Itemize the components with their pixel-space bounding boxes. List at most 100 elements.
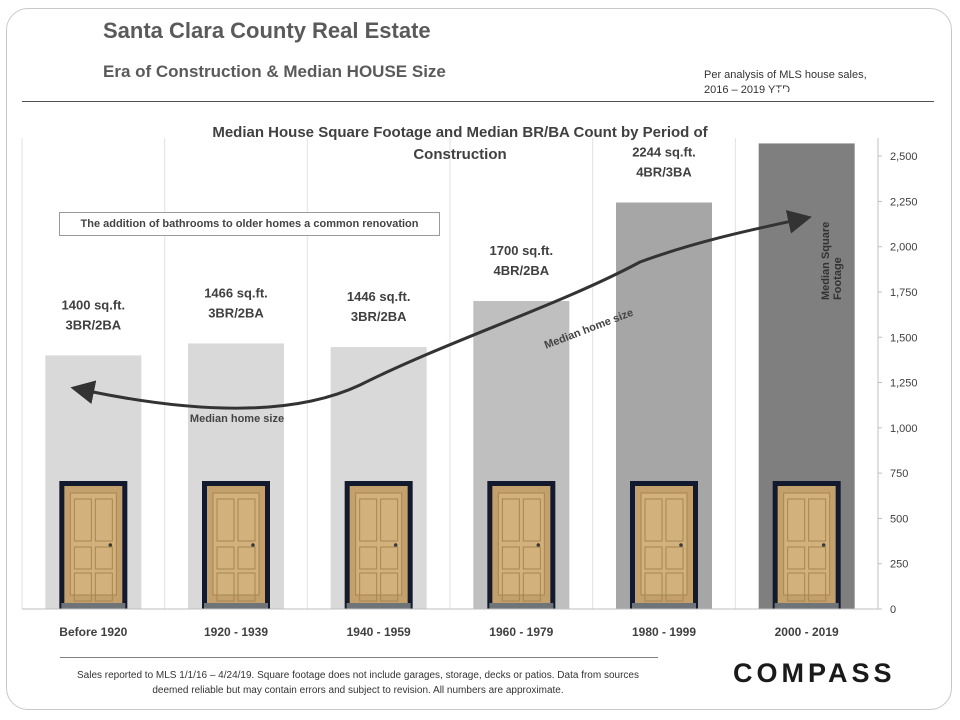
y-tick-label: 2,000 [890, 242, 918, 254]
bar-room-label: 4BR/3BA [636, 164, 692, 179]
x-tick-label: 1980 - 1999 [632, 625, 696, 639]
y-tick-label: 1,000 [890, 423, 918, 435]
door-step [346, 603, 411, 609]
door-inset [359, 498, 378, 542]
y-tick-label: 1,500 [890, 332, 918, 344]
door-slab [212, 492, 260, 596]
renovation-callout: The addition of bathrooms to older homes… [59, 212, 440, 236]
door-inset [787, 498, 806, 542]
bar-value-label: 1446 sq.ft. [347, 289, 411, 304]
door-inset [787, 572, 806, 602]
door-inset [359, 546, 378, 570]
compass-logo: COMPASS [733, 658, 896, 688]
x-tick-label: 1920 - 1939 [204, 625, 268, 639]
door-knob [108, 543, 113, 547]
x-tick-label: 1940 - 1959 [347, 625, 411, 639]
door-icon [487, 481, 556, 609]
y-tick-label: 1,750 [890, 287, 918, 299]
door-inset [216, 498, 235, 542]
door-knob [393, 543, 398, 547]
bar-value-label: 1400 sq.ft. [62, 297, 126, 312]
door-inset [237, 572, 256, 602]
footnote: Sales reported to MLS 1/1/16 – 4/24/19. … [76, 670, 639, 696]
bar-room-label: 4BR/2BA [494, 263, 550, 278]
door-inset [522, 572, 541, 602]
door-knob [251, 543, 255, 547]
y-tick-label: 1,250 [890, 378, 918, 390]
door-icon [344, 481, 413, 609]
door-slab [640, 492, 688, 596]
door-inset [808, 572, 827, 602]
door-inset [237, 498, 256, 542]
x-tick-label: Before 1920 [59, 625, 127, 639]
x-tick-label: 1960 - 1979 [489, 625, 553, 639]
door-inset [380, 546, 399, 570]
bar-value-label: 1700 sq.ft. [490, 243, 554, 258]
door-icon [772, 481, 841, 609]
door-slab [355, 492, 403, 596]
door-inset [808, 546, 827, 570]
header-divider [22, 101, 934, 102]
door-inset [808, 498, 827, 542]
door-inset [522, 546, 541, 570]
door-knob [821, 543, 826, 547]
bar-value-label: 2570 sq.ft. [775, 85, 839, 100]
door-inset [665, 498, 684, 542]
door-inset [359, 572, 378, 602]
door-inset [216, 572, 235, 602]
door-step [61, 603, 126, 609]
door-inset [644, 572, 663, 602]
door-inset [501, 498, 520, 542]
y-tick-label: 750 [890, 468, 908, 480]
door-knob [679, 543, 683, 547]
door-inset [522, 498, 541, 542]
door-icon [59, 481, 128, 609]
door-inset [380, 498, 399, 542]
door-inset [94, 572, 113, 602]
door-inset [237, 546, 256, 570]
bar-room-label: 3BR/2BA [208, 305, 264, 320]
trend-label: Median home size [190, 413, 284, 425]
bar-room-label: 3BR/2BA [351, 309, 407, 324]
door-inset [665, 572, 684, 602]
x-tick-label: 2000 - 2019 [775, 625, 839, 639]
y-tick-label: 250 [890, 559, 908, 571]
door-knob [536, 543, 541, 547]
y-tick-label: 2,500 [890, 151, 918, 163]
door-slab [783, 492, 831, 596]
door-inset [787, 546, 806, 570]
analysis-note: Per analysis of MLS house sales, 2016 – … [704, 69, 867, 96]
door-icon [202, 481, 270, 609]
door-inset [501, 546, 520, 570]
door-inset [644, 546, 663, 570]
y-tick-label: 0 [890, 604, 896, 616]
door-inset [644, 498, 663, 542]
door-inset [501, 572, 520, 602]
y-tick-label: 500 [890, 513, 908, 525]
footer-divider [60, 657, 658, 658]
y-tick-label: 2,250 [890, 196, 918, 208]
door-inset [73, 546, 92, 570]
door-inset [216, 546, 235, 570]
door-inset [73, 498, 92, 542]
door-inset [94, 498, 113, 542]
door-step [632, 603, 696, 609]
door-slab [497, 492, 545, 596]
door-step [489, 603, 554, 609]
door-step [204, 603, 268, 609]
page-title: Santa Clara County Real Estate [103, 18, 431, 43]
chart-title: Median House Square Footage and Median B… [212, 124, 708, 163]
bar-value-label: 2244 sq.ft. [632, 144, 696, 159]
page-subtitle: Era of Construction & Median HOUSE Size [103, 62, 446, 81]
door-inset [73, 572, 92, 602]
bar-room-label: 3BR/2BA [66, 317, 122, 332]
door-step [774, 603, 839, 609]
door-icon [630, 481, 698, 609]
door-inset [380, 572, 399, 602]
bar-value-label: 1466 sq.ft. [204, 285, 268, 300]
door-inset [94, 546, 113, 570]
door-slab [69, 492, 117, 596]
bar-room-label: 4BR/3BA [779, 105, 835, 120]
median-trend-arrow [70, 210, 812, 410]
